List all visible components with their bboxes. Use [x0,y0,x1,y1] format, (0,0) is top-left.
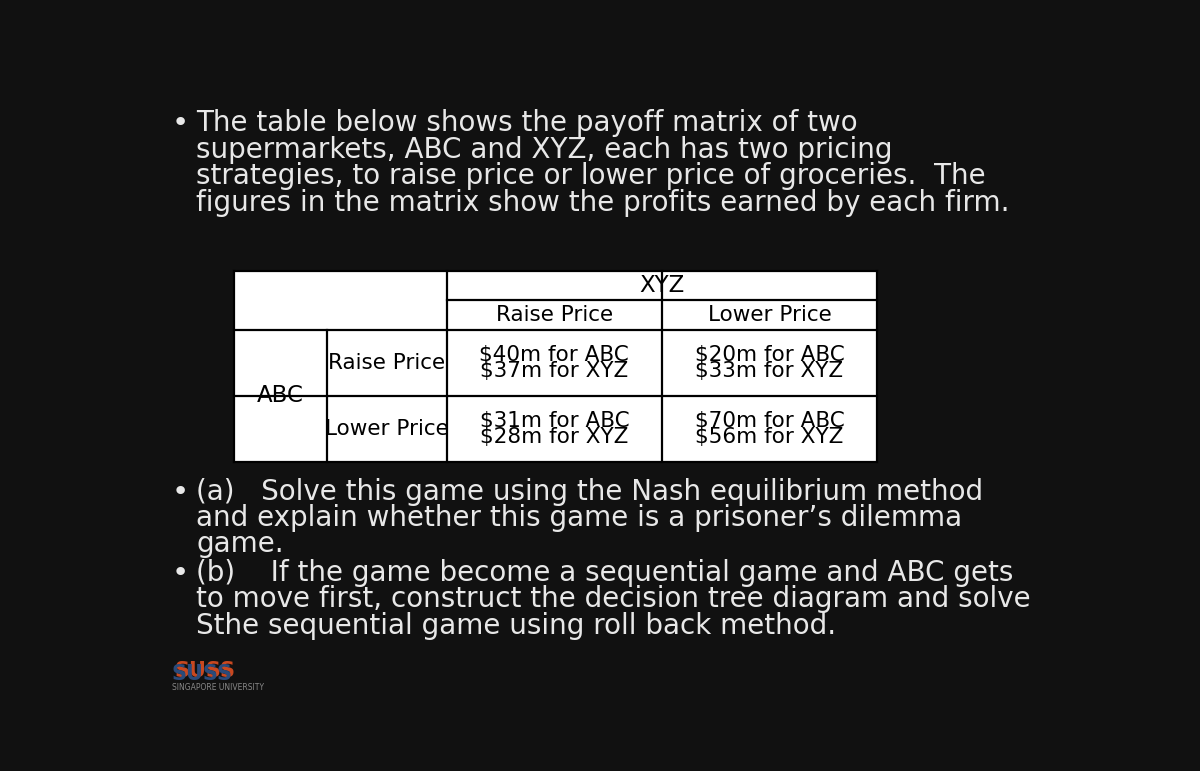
Text: $33m for XYZ: $33m for XYZ [695,361,844,381]
Text: (b)    If the game become a sequential game and ABC gets: (b) If the game become a sequential game… [197,558,1014,587]
Text: Lower Price: Lower Price [325,419,449,439]
Text: SINGAPORE UNIVERSITY: SINGAPORE UNIVERSITY [172,683,264,692]
Text: •: • [172,558,188,587]
Text: $70m for ABC: $70m for ABC [695,411,845,431]
Text: game.: game. [197,530,284,558]
Bar [234,271,877,462]
Text: The table below shows the payoff matrix of two: The table below shows the payoff matrix … [197,109,858,137]
Text: $20m for ABC: $20m for ABC [695,345,845,365]
Text: supermarkets, ABC and XYZ, each has two pricing: supermarkets, ABC and XYZ, each has two … [197,136,893,164]
Text: to move first, construct the decision tree diagram and solve: to move first, construct the decision tr… [197,585,1031,613]
Text: SUSS: SUSS [175,661,236,681]
Text: (a)   Solve this game using the Nash equilibrium method: (a) Solve this game using the Nash equil… [197,477,984,506]
Text: XYZ: XYZ [640,274,684,298]
Text: ABC: ABC [257,385,304,407]
Text: and explain whether this game is a prisoner’s dilemma: and explain whether this game is a priso… [197,504,962,532]
Text: $31m for ABC: $31m for ABC [480,411,629,431]
Text: •: • [172,477,188,506]
Text: Raise Price: Raise Price [329,353,445,373]
Text: SUSS: SUSS [172,664,233,684]
Text: $28m for XYZ: $28m for XYZ [480,427,629,446]
Text: $56m for XYZ: $56m for XYZ [695,427,844,446]
Text: Lower Price: Lower Price [708,305,832,325]
Text: Raise Price: Raise Price [496,305,613,325]
Text: •: • [172,109,188,137]
Text: figures in the matrix show the profits earned by each firm.: figures in the matrix show the profits e… [197,189,1010,217]
Text: $37m for XYZ: $37m for XYZ [480,361,629,381]
Text: $40m for ABC: $40m for ABC [480,345,629,365]
Text: strategies, to raise price or lower price of groceries.  The: strategies, to raise price or lower pric… [197,163,986,190]
Text: Sthe sequential game using roll back method.: Sthe sequential game using roll back met… [197,611,836,639]
